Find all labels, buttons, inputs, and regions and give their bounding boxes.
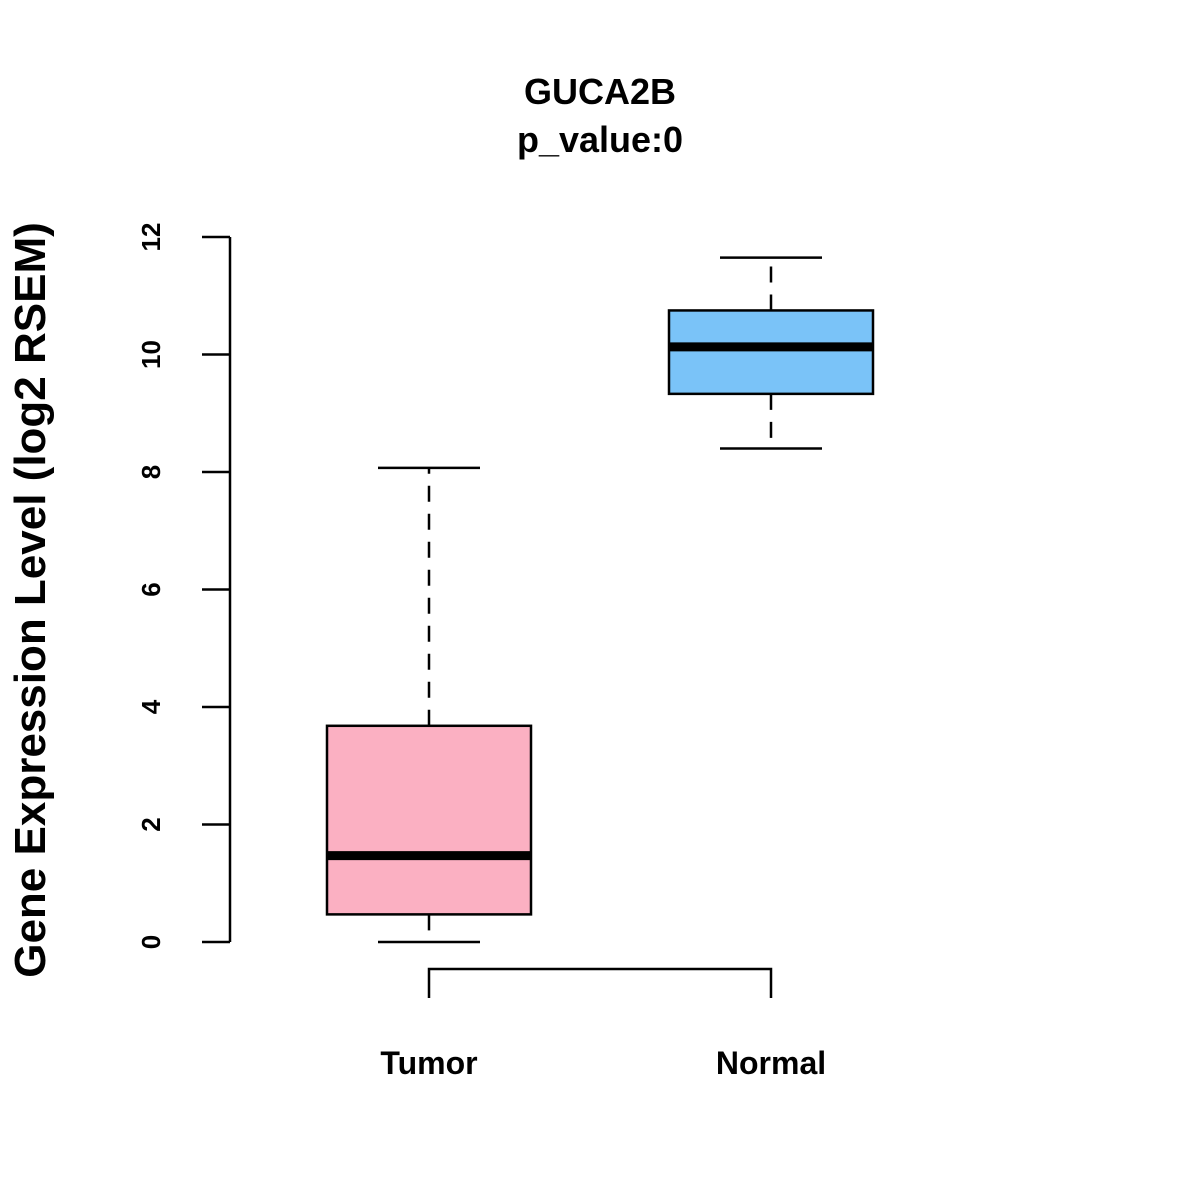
x-axis-labels: Tumor Normal (380, 1045, 826, 1081)
iqr-box (667, 309, 875, 396)
y-axis: 0 2 4 6 8 10 12 (136, 223, 232, 949)
y-tick-label: 10 (136, 340, 166, 369)
chart-subtitle: p_value:0 (517, 119, 683, 160)
y-tick-label: 2 (136, 817, 166, 831)
y-tick-label: 8 (136, 465, 166, 479)
chart-title: GUCA2B (524, 71, 676, 112)
iqr-box (325, 724, 533, 916)
box-normal (667, 256, 875, 450)
y-axis-label: Gene Expression Level (log2 RSEM) (6, 222, 55, 978)
x-category-label: Normal (716, 1045, 826, 1081)
bracket-line (427, 967, 773, 998)
y-tick-label: 12 (136, 223, 166, 252)
comparison-bracket (427, 967, 773, 998)
y-tick-label: 6 (136, 582, 166, 596)
x-category-label: Tumor (380, 1045, 477, 1081)
y-tick-label: 4 (136, 699, 166, 714)
boxes (325, 256, 875, 944)
y-tick-label: 0 (136, 935, 166, 949)
box-tumor (325, 466, 533, 944)
